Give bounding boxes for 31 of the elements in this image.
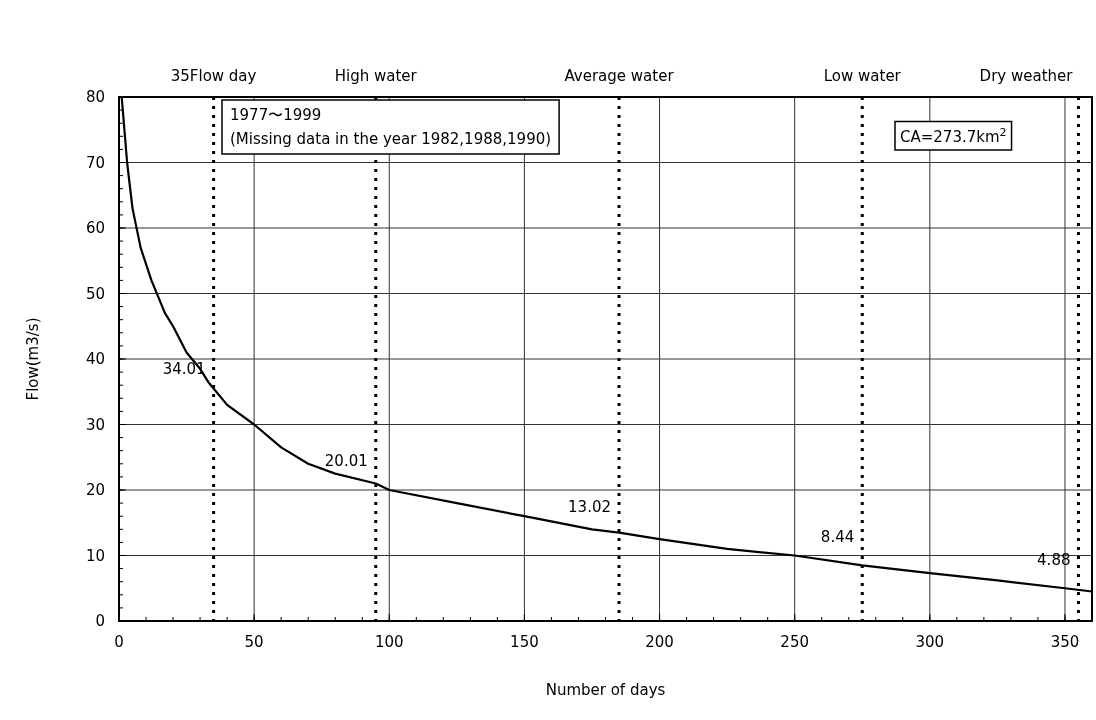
annotation: 1977〜1999 xyxy=(230,106,322,124)
ref-line-label: 35Flow day xyxy=(170,67,257,85)
annotation: 8.44 xyxy=(820,527,855,546)
x-tick-label: 200 xyxy=(645,633,674,651)
y-tick-label: 70 xyxy=(85,153,105,172)
ref-line-label: High water xyxy=(334,67,418,85)
annotation: 13.02 xyxy=(568,497,612,516)
annotation: CA=273.7km$^{2}$ xyxy=(900,125,1007,146)
x-tick-label: 100 xyxy=(374,633,404,651)
annotation: 4.88 xyxy=(1037,551,1071,570)
ref-line-label: Dry weather xyxy=(979,67,1074,85)
annotation: 20.01 xyxy=(324,451,368,470)
y-axis-title: Flow(m3/s) xyxy=(24,317,42,401)
y-tick-label: 60 xyxy=(85,219,105,237)
x-tick-label: 0 xyxy=(114,633,124,651)
ref-line-label: Average water xyxy=(564,67,675,85)
y-tick-label: 20 xyxy=(85,481,105,499)
x-tick-label: 350 xyxy=(1050,633,1080,651)
x-tick-label: 50 xyxy=(244,633,264,651)
x-tick-label: 150 xyxy=(510,633,539,651)
y-tick-label: 0 xyxy=(95,612,105,630)
y-tick-label: 80 xyxy=(85,88,105,106)
y-tick-label: 50 xyxy=(85,284,105,303)
x-tick-label: 250 xyxy=(780,633,810,651)
annotation: (Missing data in the year 1982,1988,1990) xyxy=(230,130,552,148)
y-tick-label: 40 xyxy=(85,350,105,368)
ref-line-label: Low water xyxy=(823,67,902,85)
x-axis-title: Number of days xyxy=(545,681,666,699)
y-tick-label: 10 xyxy=(85,546,105,565)
y-tick-label: 30 xyxy=(85,415,105,434)
x-tick-label: 300 xyxy=(915,633,945,651)
